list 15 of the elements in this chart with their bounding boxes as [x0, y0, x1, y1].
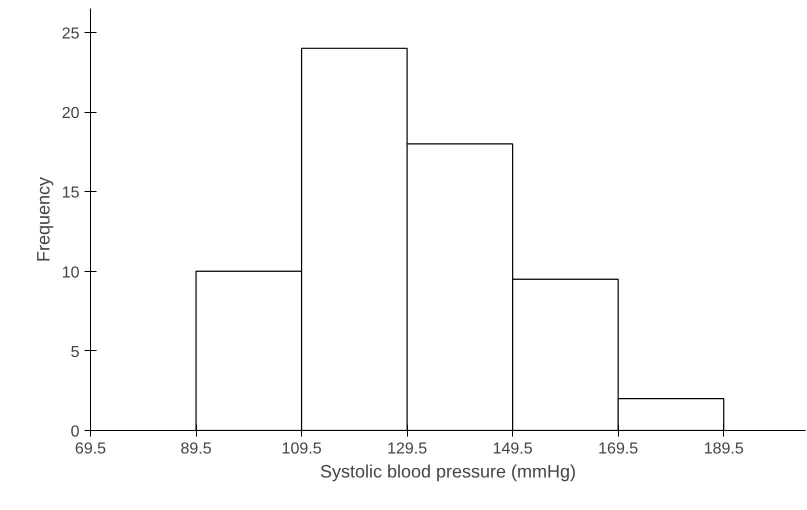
x-tick-label: 89.5	[180, 440, 212, 458]
x-tick-label: 189.5	[704, 440, 744, 458]
y-tick-label: 0	[70, 424, 80, 440]
y-tick-label: 20	[62, 105, 80, 122]
y-tick-label: 10	[62, 264, 80, 282]
x-tick-label: 149.5	[492, 440, 533, 458]
x-tick-label: 129.5	[387, 440, 428, 458]
x-tick-label: 69.5	[74, 440, 106, 458]
y-tick-label: 15	[62, 184, 80, 202]
y-axis-title: Frequency	[34, 176, 54, 262]
y-tick-label: 25	[62, 25, 80, 42]
x-axis-title: Systolic blood pressure (mmHg)	[320, 462, 576, 482]
y-tick-label: 5	[70, 344, 80, 361]
x-tick-label: 169.5	[598, 440, 638, 458]
x-tick-label: 109.5	[282, 440, 322, 458]
